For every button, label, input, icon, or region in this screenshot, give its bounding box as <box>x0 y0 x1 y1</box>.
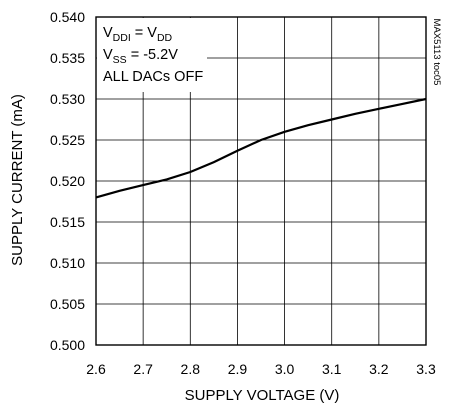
y-tick-label: 0.510 <box>50 255 85 271</box>
annotation: VDDI = VDD VSS = -5.2V ALL DACs OFF <box>103 25 203 85</box>
series-layer <box>95 97 427 199</box>
tick-labels: 2.6 2.7 2.8 2.9 3.0 3.1 3.2 3.3 0.500 0.505 0.510 0… <box>50 9 436 377</box>
y-tick-label: 0.520 <box>50 173 85 189</box>
y-tick-label: 0.535 <box>50 50 85 66</box>
x-tick-label: 2.6 <box>86 361 106 377</box>
annotation-line: ALL DACs OFF <box>103 69 203 85</box>
series-line <box>95 97 427 199</box>
annotation-background <box>97 18 207 92</box>
x-tick-label: 3.0 <box>275 361 295 377</box>
plot-frame <box>95 16 427 346</box>
y-tick-label: 0.530 <box>50 91 85 107</box>
x-tick-label: 3.2 <box>369 361 389 377</box>
annotation-line: VDDI = VDD <box>103 25 173 44</box>
x-tick-label: 2.9 <box>228 361 248 377</box>
y-tick-label: 0.500 <box>50 337 85 353</box>
y-tick-label: 0.525 <box>50 132 85 148</box>
y-axis-title: SUPPLY CURRENT (mA) <box>9 94 26 266</box>
x-tick-label: 2.7 <box>133 361 153 377</box>
x-tick-label: 3.1 <box>322 361 342 377</box>
annotation-line: VSS = -5.2V <box>103 47 178 66</box>
grid <box>96 17 426 345</box>
x-tick-label: 2.8 <box>181 361 201 377</box>
y-tick-label: 0.505 <box>50 296 85 312</box>
y-tick-label: 0.540 <box>50 9 85 25</box>
x-axis-title: SUPPLY VOLTAGE (V) <box>185 387 340 404</box>
figure-tag: MAX5113 toc05 <box>431 19 442 86</box>
x-tick-label: 3.3 <box>416 361 436 377</box>
y-tick-label: 0.515 <box>50 214 85 230</box>
